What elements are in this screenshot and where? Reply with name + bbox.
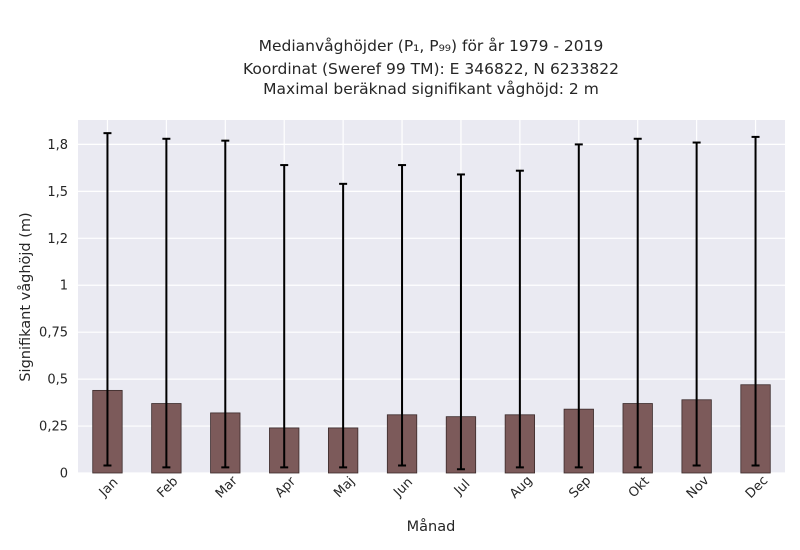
x-tick-label: Jan bbox=[96, 475, 121, 500]
error-bar-okt bbox=[633, 137, 642, 469]
error-bar-sep bbox=[574, 143, 583, 469]
x-tick-label: Maj bbox=[331, 474, 358, 501]
x-tick-label: Dec bbox=[743, 473, 771, 501]
x-tick-label: Sep bbox=[566, 474, 594, 502]
chart-title: Medianvåghöjder (P₁, P₉₉) för år 1979 - … bbox=[243, 37, 619, 98]
y-tick-label: 0,75 bbox=[39, 326, 68, 341]
y-tick-label: 0,25 bbox=[39, 420, 68, 435]
plot-area bbox=[78, 120, 785, 473]
x-tick-label: Okt bbox=[626, 474, 653, 501]
y-axis-label: Signifikant våghöjd (m) bbox=[17, 212, 34, 381]
error-bar-feb bbox=[162, 137, 171, 469]
error-bar-maj bbox=[339, 182, 348, 469]
error-bar-jun bbox=[398, 164, 407, 467]
error-bar-jul bbox=[456, 173, 465, 471]
y-tick-label: 1,8 bbox=[47, 138, 68, 153]
x-axis-ticks: Jan Feb Mar Apr Maj Jun Jul Aug Sep Okt Nov Dec bbox=[96, 473, 771, 502]
x-tick-label: Aug bbox=[507, 473, 536, 502]
error-bars bbox=[103, 132, 760, 471]
error-bar-apr bbox=[280, 164, 289, 469]
y-tick-label: 1,5 bbox=[47, 185, 68, 200]
y-tick-label: 0 bbox=[60, 467, 68, 482]
error-bar-aug bbox=[515, 169, 524, 469]
chart-title-line-2: Koordinat (Sweref 99 TM): E 346822, N 62… bbox=[243, 60, 619, 78]
x-tick-label: Apr bbox=[272, 474, 299, 501]
error-bar-jan bbox=[103, 132, 112, 467]
x-tick-label: Mar bbox=[213, 473, 241, 501]
chart-title-line-3: Maximal beräknad signifikant våghöjd: 2 … bbox=[263, 80, 599, 98]
error-bar-nov bbox=[692, 141, 701, 467]
error-bar-dec bbox=[751, 135, 760, 467]
x-axis-label: Månad bbox=[407, 518, 456, 535]
y-tick-label: 1,2 bbox=[47, 232, 68, 247]
y-axis-ticks: 0 0,25 0,5 0,75 1 1,2 1,5 1,8 bbox=[39, 138, 68, 482]
x-tick-label: Jul bbox=[451, 477, 473, 499]
chart-title-line-1: Medianvåghöjder (P₁, P₉₉) för år 1979 - … bbox=[259, 37, 604, 55]
error-bar-mar bbox=[221, 139, 230, 469]
x-tick-label: Feb bbox=[154, 474, 181, 501]
y-tick-label: 0,5 bbox=[47, 373, 68, 388]
x-tick-label: Jun bbox=[390, 475, 416, 501]
y-tick-label: 1 bbox=[60, 279, 68, 294]
x-tick-label: Nov bbox=[684, 473, 713, 502]
